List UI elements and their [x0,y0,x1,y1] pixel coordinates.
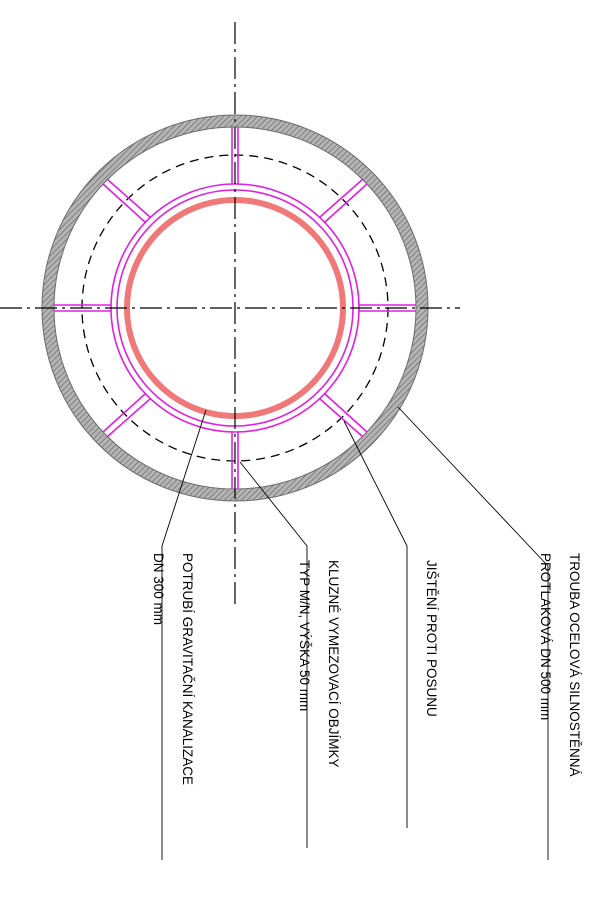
center-lines [0,22,460,606]
spacer-runner-bottom [231,432,239,489]
leader-steel-pipe [397,406,549,860]
spacer-runner-top [231,127,239,184]
label-steel-pipe-line1: TROUBA OCELOVÁ SILNOSTĚNNÁ [567,553,582,777]
spacer-runner-bottom-right [319,393,368,438]
label-steel-pipe: TROUBA OCELOVÁ SILNOSTĚNNÁ PROTLAKOVÁ DN… [538,553,582,777]
label-steel-pipe-line2: PROTLAKOVÁ DN 500 mm [538,553,553,720]
leader-sewer-pipe [161,409,207,860]
label-spacers-line2: TYP M/N, VÝŠKA 50 mm [297,560,312,711]
label-spacers: KLUZNÉ VYMEZOVACÍ OBJÍMKY TYP M/N, VÝŠKA… [297,560,341,768]
leader-anti-slip [343,420,408,828]
label-sewer-pipe-line1: POTRUBÍ GRAVITAČNÍ KANALIZACE [180,553,195,785]
spacer-runner-left [54,304,111,312]
label-anti-slip-line1: JIŠTĚNÍ PROTI POSUNU [424,560,439,717]
label-sewer-pipe-line2: DN 300 mm [151,553,166,625]
spacer-runner-top-left [102,178,151,223]
label-sewer-pipe: POTRUBÍ GRAVITAČNÍ KANALIZACE DN 300 mm [151,553,195,785]
label-spacers-line1: KLUZNÉ VYMEZOVACÍ OBJÍMKY [326,560,341,768]
spacer-runner-right [359,304,416,312]
leader-spacers [239,461,308,848]
spacer-runner-top-right [319,178,368,223]
label-anti-slip: JIŠTĚNÍ PROTI POSUNU [424,560,439,717]
leader-lines [161,406,549,860]
spacer-runner-bottom-left [102,393,151,438]
